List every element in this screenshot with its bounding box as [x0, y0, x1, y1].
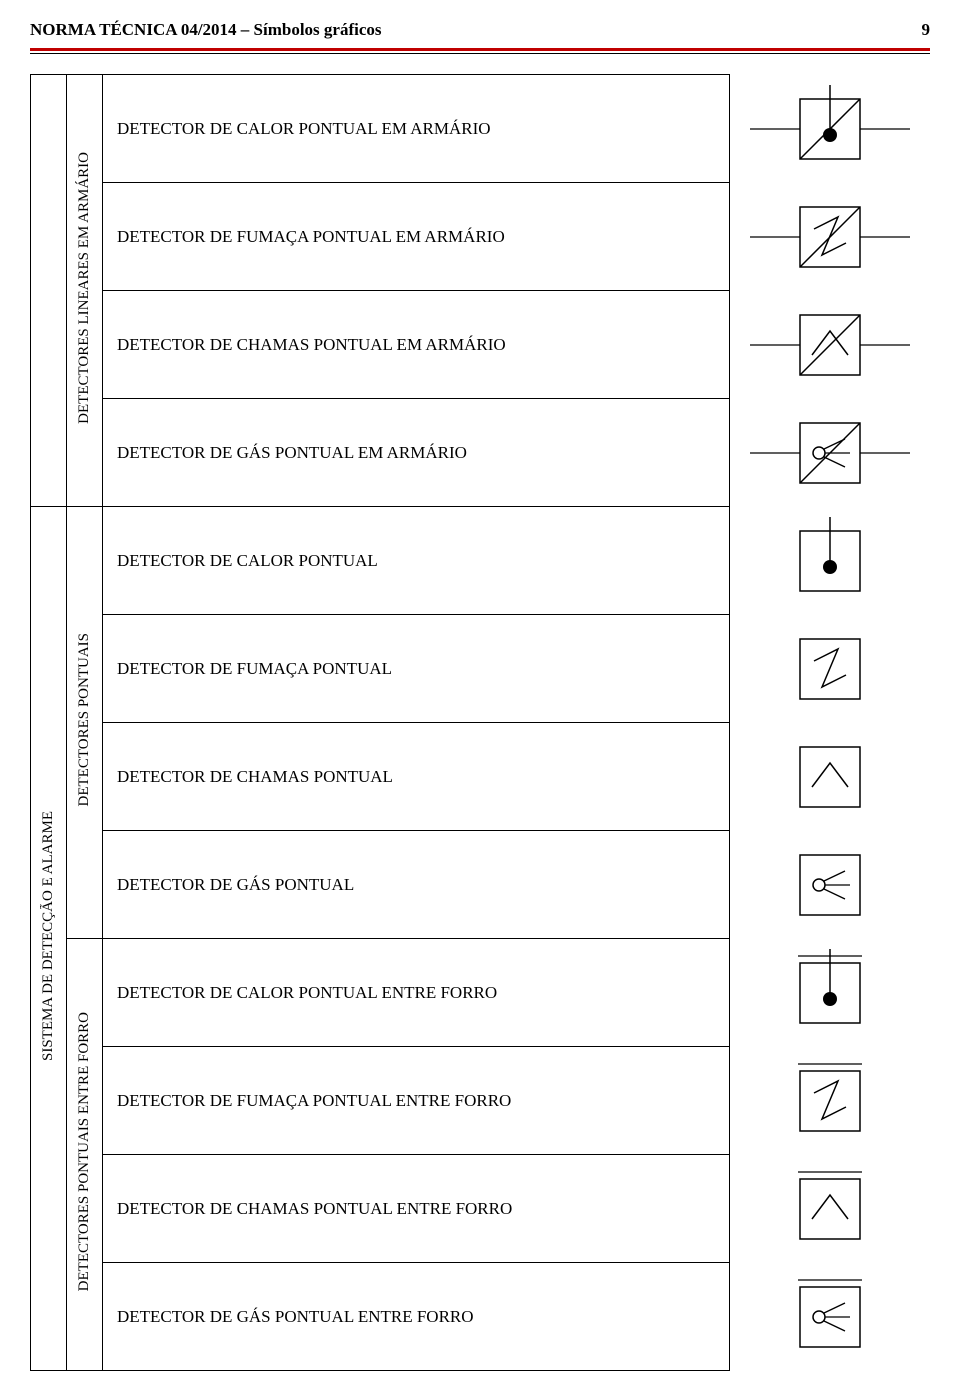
symbol-label: DETECTOR DE CALOR PONTUAL EM ARMÁRIO: [103, 75, 730, 183]
symbols-table: DETECTORES LINEARES EM ARMÁRIODETECTOR D…: [30, 74, 930, 1371]
group-label: DETECTORES PONTUAIS: [67, 507, 103, 939]
symbol-icon: [730, 75, 930, 183]
symbol-label: DETECTOR DE CALOR PONTUAL: [103, 507, 730, 615]
symbol-icon: [730, 1263, 930, 1371]
symbol-label: DETECTOR DE GÁS PONTUAL ENTRE FORRO: [103, 1263, 730, 1371]
divider-red: [30, 48, 930, 51]
symbol-icon: [730, 1047, 930, 1155]
symbol-label: DETECTOR DE FUMAÇA PONTUAL: [103, 615, 730, 723]
symbol-icon: [730, 507, 930, 615]
symbol-icon: [730, 831, 930, 939]
symbol-label: DETECTOR DE FUMAÇA PONTUAL EM ARMÁRIO: [103, 183, 730, 291]
symbol-icon: [730, 399, 930, 507]
symbol-label: DETECTOR DE CHAMAS PONTUAL: [103, 723, 730, 831]
symbol-icon: [730, 291, 930, 399]
symbol-label: DETECTOR DE FUMAÇA PONTUAL ENTRE FORRO: [103, 1047, 730, 1155]
symbol-icon: [730, 723, 930, 831]
doc-title: NORMA TÉCNICA 04/2014 – Símbolos gráfico…: [30, 20, 382, 40]
divider-thin: [30, 53, 930, 54]
symbol-label: DETECTOR DE GÁS PONTUAL: [103, 831, 730, 939]
main-category-label: SISTEMA DE DETECÇÃO E ALARME: [31, 507, 67, 1371]
symbol-label: DETECTOR DE GÁS PONTUAL EM ARMÁRIO: [103, 399, 730, 507]
group-label: DETECTORES PONTUAIS ENTRE FORRO: [67, 939, 103, 1371]
group-label: DETECTORES LINEARES EM ARMÁRIO: [67, 75, 103, 507]
symbol-icon: [730, 1155, 930, 1263]
symbol-icon: [730, 615, 930, 723]
symbol-label: DETECTOR DE CALOR PONTUAL ENTRE FORRO: [103, 939, 730, 1047]
symbol-label: DETECTOR DE CHAMAS PONTUAL ENTRE FORRO: [103, 1155, 730, 1263]
page-number: 9: [922, 20, 931, 40]
symbol-label: DETECTOR DE CHAMAS PONTUAL EM ARMÁRIO: [103, 291, 730, 399]
symbol-icon: [730, 939, 930, 1047]
symbol-icon: [730, 183, 930, 291]
